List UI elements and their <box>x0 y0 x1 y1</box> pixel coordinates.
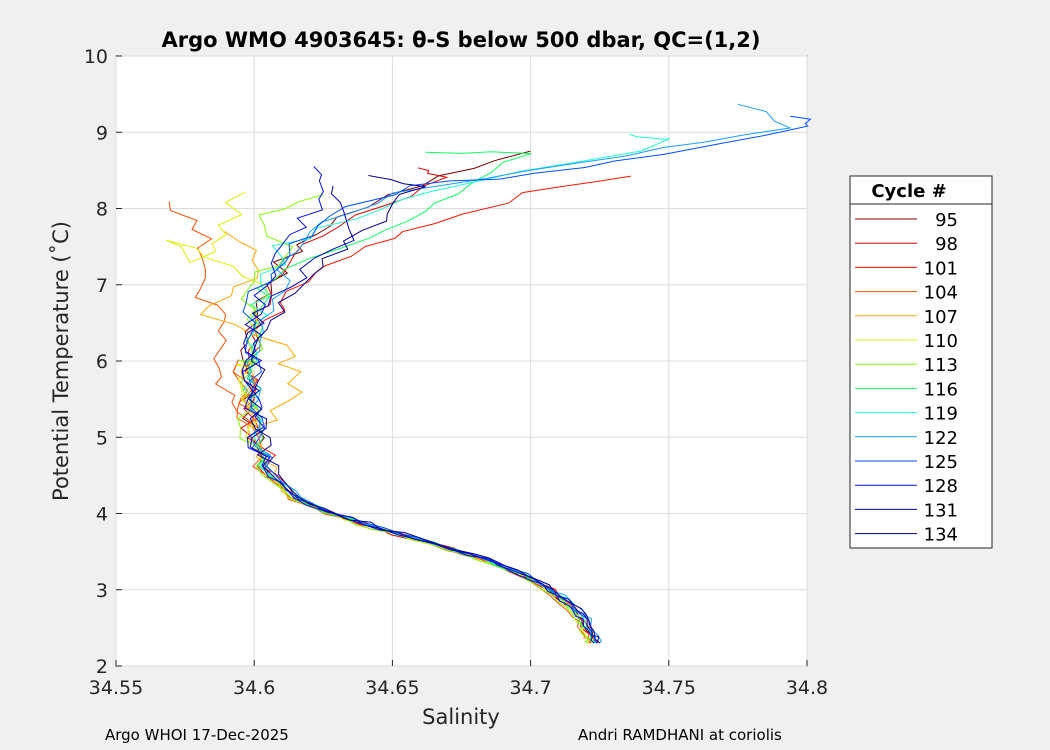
y-tick-label: 8 <box>96 199 108 221</box>
legend-label: 131 <box>924 500 958 521</box>
legend-label: 116 <box>924 379 958 400</box>
legend-label: 95 <box>935 210 958 231</box>
legend-label: 101 <box>924 258 958 279</box>
series-line-cycle-113 <box>237 194 591 644</box>
footer-left: Argo WHOI 17-Dec-2025 <box>105 726 289 744</box>
x-tick-label: 34.75 <box>642 677 696 699</box>
y-axis-label: Potential Temperature (˚C) <box>49 221 73 501</box>
legend: Cycle # 95 98 101 104 107 110 113 116 119 122 125 1… <box>849 175 993 549</box>
y-tick-label: 3 <box>96 580 108 602</box>
chart-title: Argo WMO 4903645: θ-S below 500 dbar, QC… <box>162 28 761 52</box>
x-tick-label: 34.6 <box>233 677 275 699</box>
legend-label: 98 <box>935 234 958 255</box>
y-tick-label: 10 <box>84 46 108 68</box>
legend-label: 107 <box>924 307 958 328</box>
legend-label: 110 <box>924 331 958 352</box>
y-tick-label: 7 <box>96 275 108 297</box>
legend-label: 128 <box>924 476 958 497</box>
legend-label: 125 <box>924 452 958 473</box>
y-tick-label: 4 <box>96 504 108 526</box>
y-tick-label: 5 <box>96 427 108 449</box>
legend-label: 134 <box>924 525 958 546</box>
series-line-cycle-134 <box>247 175 601 644</box>
x-tick-label: 34.55 <box>89 677 143 699</box>
legend-label: 119 <box>924 404 958 425</box>
x-tick-label: 34.7 <box>509 677 551 699</box>
x-axis-label: Salinity <box>422 705 500 729</box>
y-tick-label: 6 <box>96 351 108 373</box>
y-tick-label: 9 <box>96 122 108 144</box>
footer-right: Andri RAMDHANI at coriolis <box>578 726 782 744</box>
x-tick-label: 34.65 <box>365 677 419 699</box>
series-line-cycle-116 <box>248 151 595 644</box>
y-tick-label: 2 <box>96 656 108 678</box>
legend-label: 122 <box>924 428 958 449</box>
legend-label: 113 <box>924 355 958 376</box>
legend-label: 104 <box>924 283 958 304</box>
legend-title: Cycle # <box>871 181 946 202</box>
x-tick-label: 34.8 <box>786 677 828 699</box>
